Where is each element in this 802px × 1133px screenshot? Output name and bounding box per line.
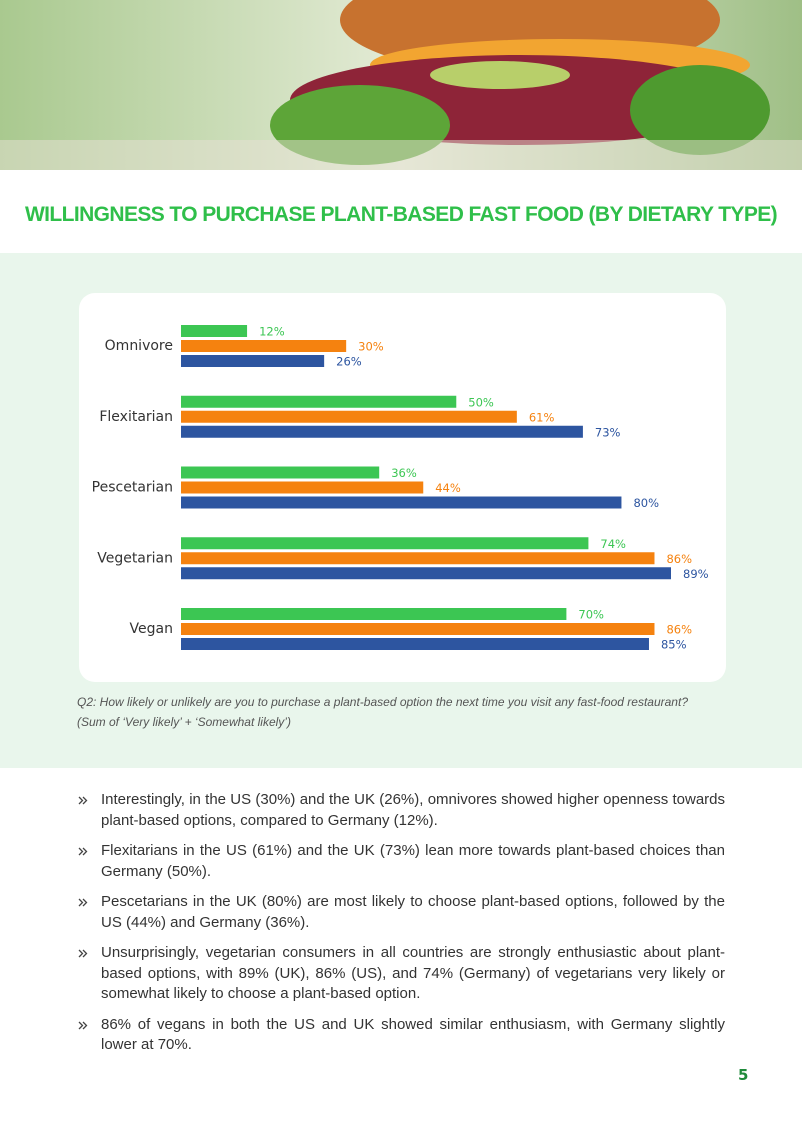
- bar: [181, 623, 655, 635]
- bar: [181, 410, 517, 423]
- value-label: 86%: [666, 552, 692, 566]
- category-label: Vegetarian: [97, 550, 173, 566]
- bar: [181, 567, 671, 580]
- page-number: 5: [738, 1066, 749, 1084]
- bar: [181, 608, 567, 620]
- bar: [181, 325, 248, 337]
- bar: [181, 496, 622, 509]
- value-label: 61%: [529, 410, 555, 424]
- value-label: 73%: [595, 425, 621, 439]
- bar: [181, 425, 583, 438]
- bullet-marker: [78, 796, 88, 805]
- bullet-marker: [78, 847, 88, 856]
- bullet: Interestingly, in the US (30%) and the U…: [78, 790, 725, 831]
- note-line: Q2: How likely or unlikely are you to pu…: [77, 695, 688, 709]
- bullet: Unsurprisingly, vegetarian consumers in …: [78, 943, 725, 1005]
- note-line: (Sum of ‘Very likely’ + ‘Somewhat likely…: [77, 715, 291, 729]
- value-label: 30%: [358, 340, 384, 354]
- bullet-marker: [78, 898, 88, 907]
- bullet-marker: [78, 949, 88, 958]
- value-label: 85%: [661, 638, 687, 652]
- value-label: 86%: [666, 623, 692, 637]
- bar: [181, 355, 325, 367]
- value-label: 80%: [633, 496, 659, 510]
- bullet: Flexitarians in the US (61%) and the UK …: [78, 841, 725, 882]
- category-label: Omnivore: [105, 338, 173, 354]
- value-label: 89%: [683, 567, 709, 581]
- value-label: 70%: [578, 608, 604, 622]
- chart: Omnivore 12% 30%26% Flexitarian 50% 61% 73% Pes…: [92, 325, 709, 652]
- category-label: Vegan: [130, 621, 173, 637]
- bullet-text: Interestingly, in the US (30%) and the U…: [101, 791, 725, 829]
- category-label: Pescetarian: [92, 480, 173, 496]
- value-label: 50%: [468, 395, 494, 409]
- bullet-text: 86% of vegans in both the US and UK show…: [101, 1015, 725, 1054]
- value-label: 74%: [600, 537, 626, 551]
- bullet-marker: [78, 1021, 88, 1029]
- bullet: 86% of vegans in both the US and UK show…: [78, 1015, 725, 1056]
- bar: [181, 395, 457, 408]
- bullet: Pescetarians in the UK (80%) are most li…: [78, 892, 725, 933]
- bullet-text: Unsurprisingly, vegetarian consumers in …: [101, 944, 725, 1002]
- bar: [181, 537, 589, 550]
- bar: [181, 638, 649, 650]
- header-image: [0, 0, 802, 170]
- bullet-text: Pescetarians in the UK (80%) are most li…: [101, 893, 725, 931]
- chart-note: Q2: How likely or unlikely are you to pu…: [77, 692, 737, 732]
- value-label: 36%: [391, 466, 417, 480]
- bar: [181, 340, 347, 352]
- bullet-text: Flexitarians in the US (61%) and the UK …: [101, 842, 725, 880]
- category-label: Flexitarian: [99, 409, 173, 425]
- bar: [181, 552, 655, 565]
- value-label: 26%: [336, 355, 362, 369]
- chart-title: WILLINGNESS TO PURCHASE PLANT-BASED FAST…: [24, 203, 778, 226]
- bar: [181, 481, 424, 494]
- value-label: 12%: [259, 325, 285, 339]
- bar: [181, 466, 380, 479]
- value-label: 44%: [435, 481, 461, 495]
- bullet-list: Interestingly, in the US (30%) and the U…: [78, 790, 725, 1066]
